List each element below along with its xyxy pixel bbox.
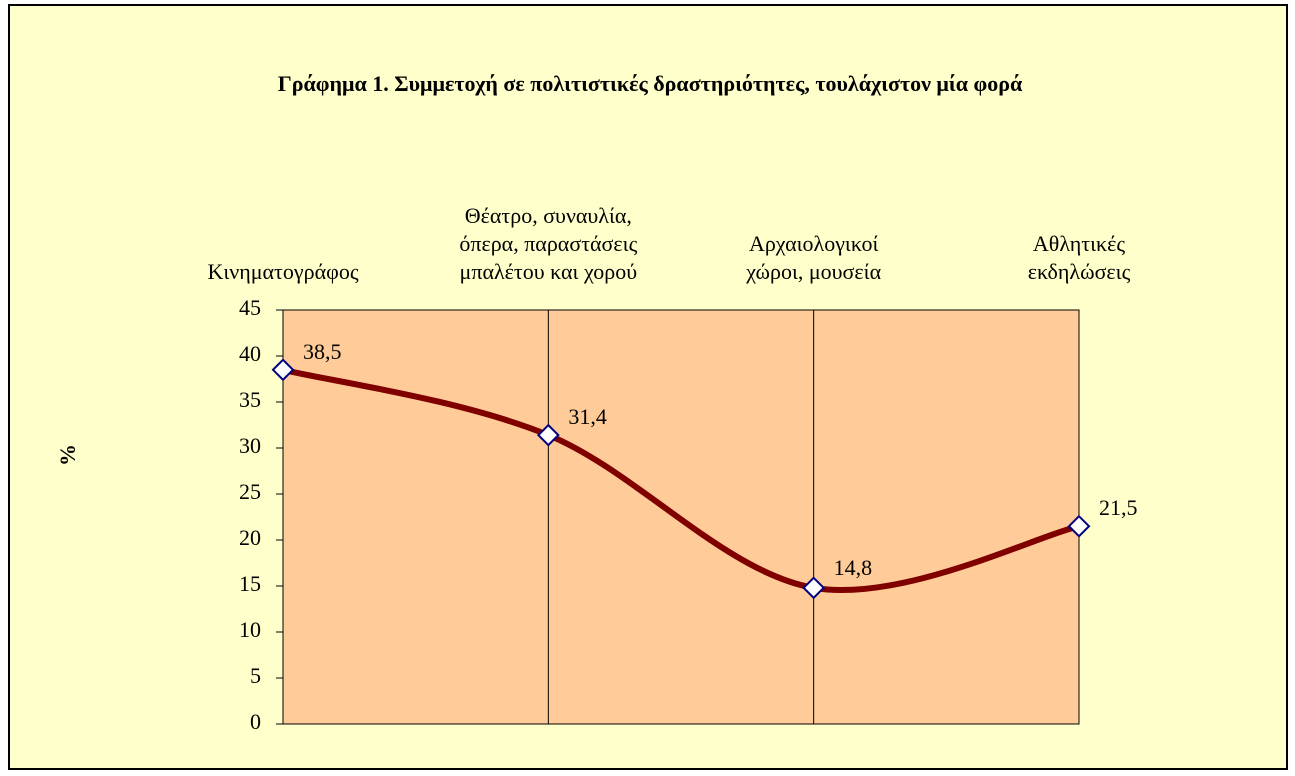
y-tick-label: 25 [239,479,261,504]
y-tick-label: 20 [239,525,261,550]
y-tick-label: 5 [250,663,261,688]
data-label: 31,4 [568,404,607,429]
line [282,366,1080,594]
category-label: Κινηματογράφος [207,259,359,284]
category-label: Αρχαιολογικοί χώροι, μουσεία [746,231,882,284]
chart-title: Γράφημα 1. Συμμετοχή σε πολιτιστικές δρα… [277,71,1023,96]
marker [1067,514,1091,538]
y-tick-label: 15 [239,571,261,596]
y-tick-label: 30 [239,433,261,458]
marker [536,423,560,447]
category-label: Αθλητικές εκδηλώσεις [1027,231,1131,284]
marker [802,576,826,600]
marker [271,358,295,382]
y-tick-label: 35 [239,387,261,412]
data-label: 14,8 [834,555,873,580]
category-label: Θέατρο, συναυλία, όπερα, παραστάσεις μπα… [459,203,638,284]
y-tick-label: 10 [239,617,261,642]
data-label: 38,5 [303,339,342,364]
y-axis-label: % [55,444,80,466]
y-tick-label: 45 [239,295,261,320]
y-tick-label: 40 [239,341,261,366]
y-tick-label: 0 [250,709,261,734]
data-label: 21,5 [1099,495,1138,520]
